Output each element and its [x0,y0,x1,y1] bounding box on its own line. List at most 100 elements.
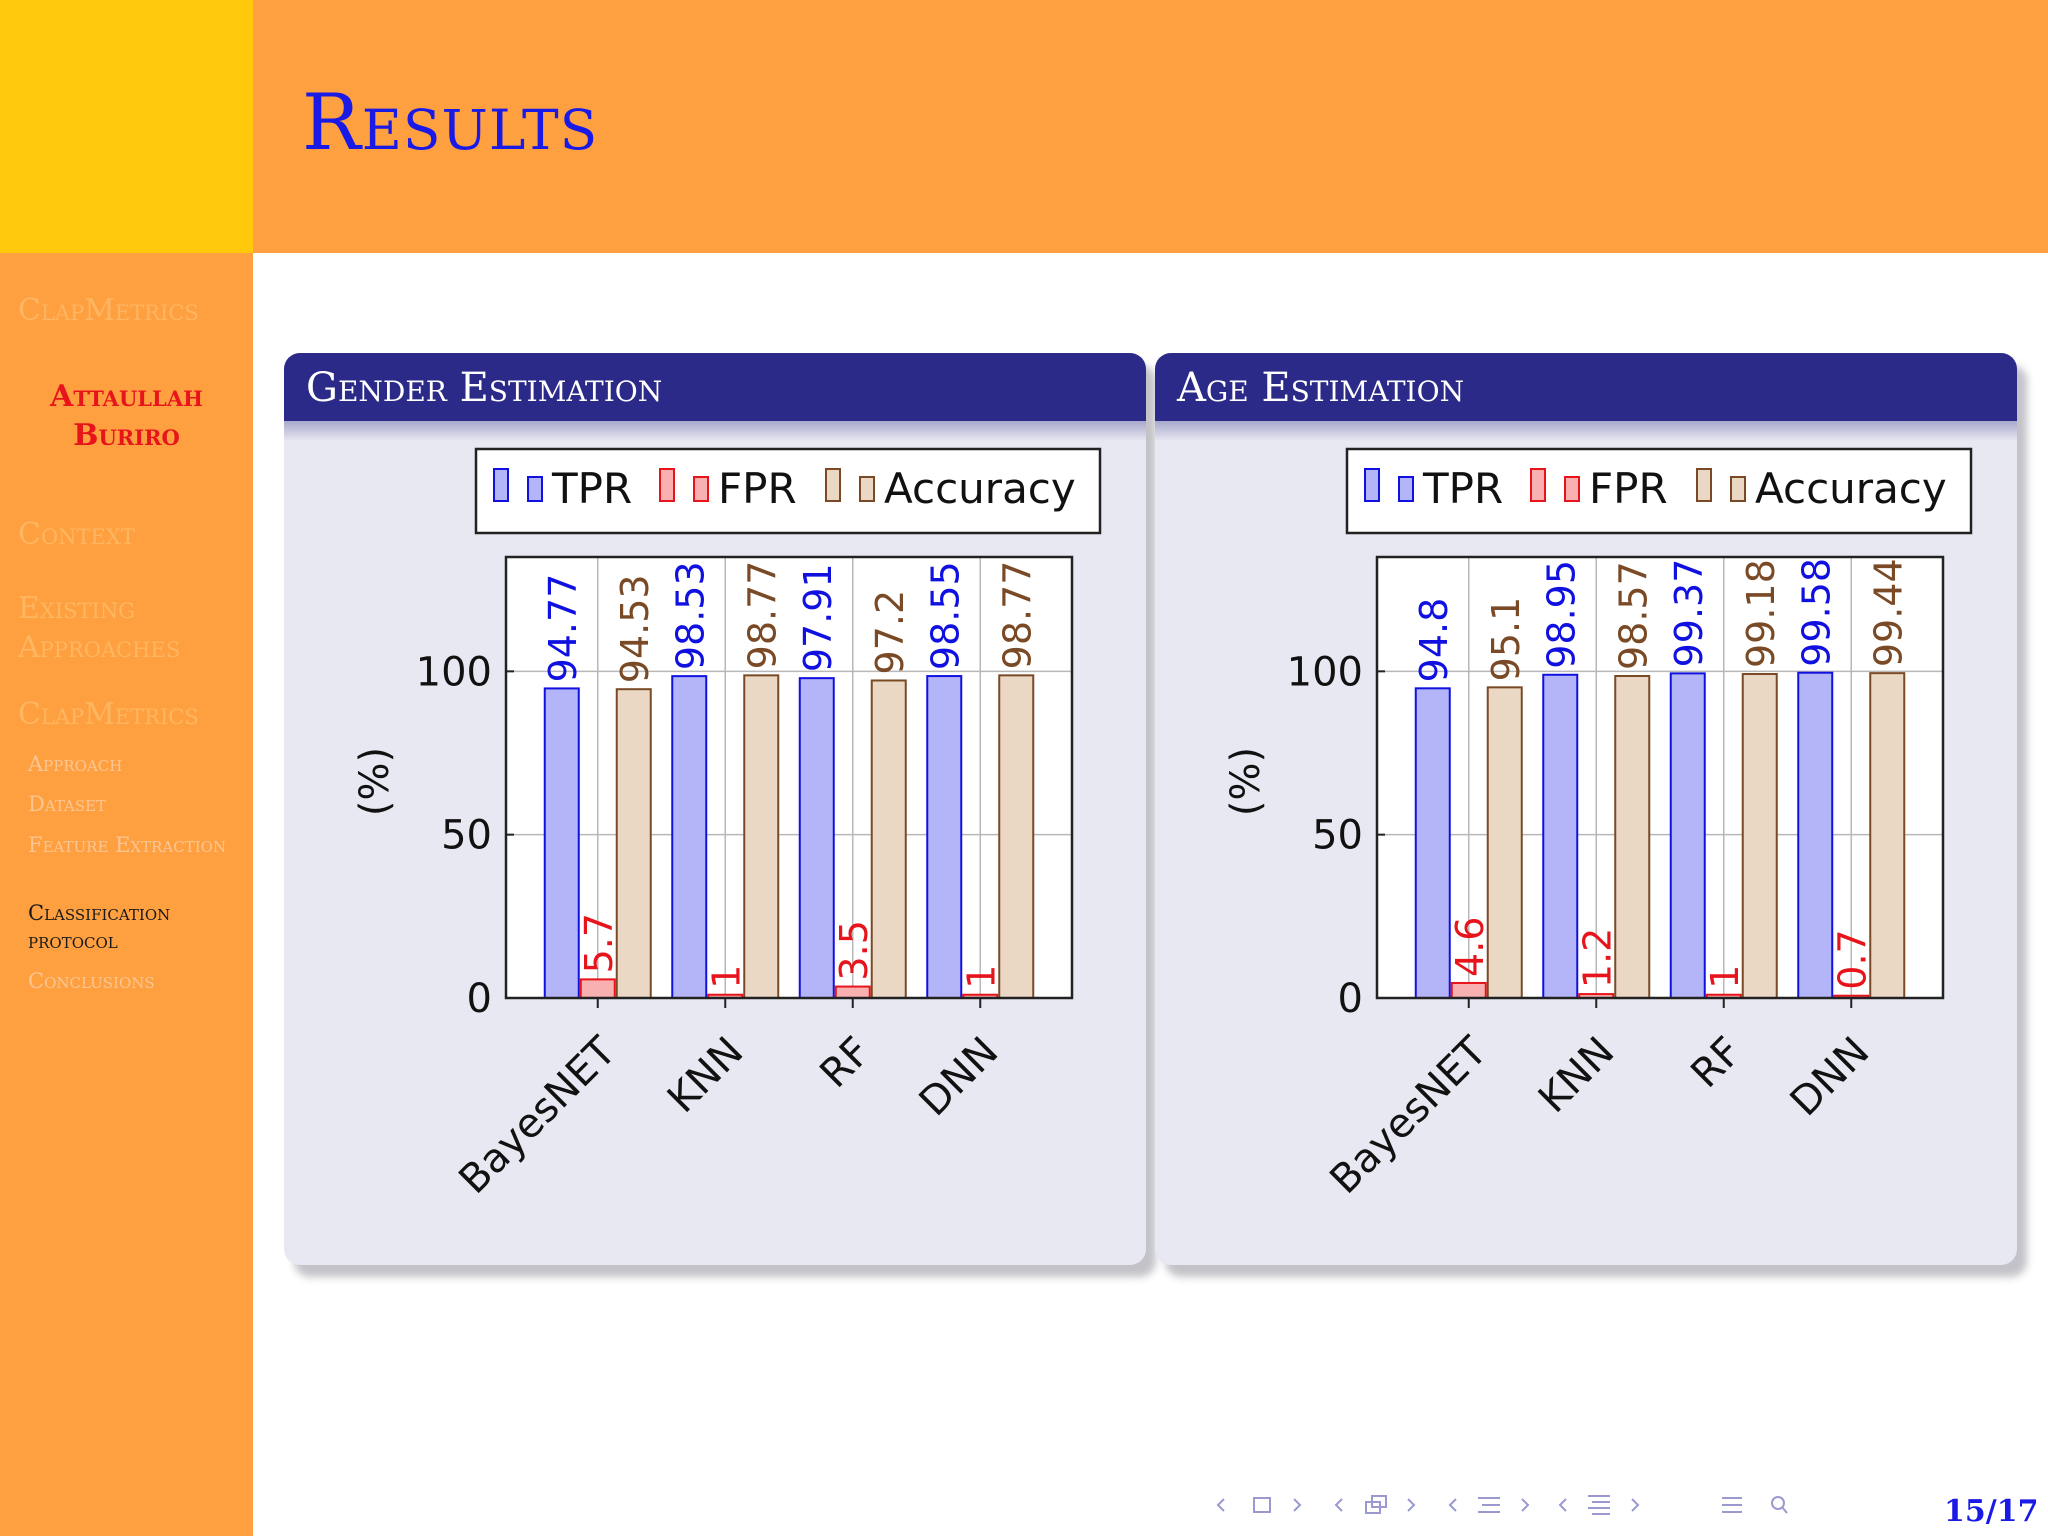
bar-accuracy [615,688,652,999]
sidebar-subitem-classification-protocol[interactable]: Classification protocol [28,901,171,953]
x-tick-label: KNN [659,1029,752,1122]
bar-tpr [543,687,580,999]
x-tick-label: RF [1682,1029,1750,1097]
block-body: Gender Estimation 0 50 100 (%) BayesNET 94.77… [284,353,1146,1265]
legend-swatch-accuracy [1730,476,1746,502]
sidebar-subitem-dataset[interactable]: Dataset [28,792,107,816]
block-body: Age Estimation 0 50 100 (%) BayesNET 94.8 4.6 9… [1155,353,2017,1265]
legend-swatch-accuracy [1696,468,1712,502]
y-tick-label: 50 [441,813,492,859]
page-title: Results [302,78,599,168]
block-header-shade [284,421,1146,441]
age-bar-chart: 0 50 100 (%) BayesNET 94.8 4.6 95.1 KNN 98.95 1.2 9… [1223,447,1973,1203]
legend-swatch-accuracy [825,468,841,502]
x-tick-label: KNN [1530,1029,1623,1122]
bar-fpr [579,978,616,1000]
plot-area [506,557,1072,998]
legend-swatch-tpr [1398,476,1414,502]
legend-label-accuracy: Accuracy [1755,464,1947,513]
data-label-fpr: 1 [959,965,1003,989]
data-label-accuracy: 99.18 [1739,559,1783,668]
plot-frame [504,555,1074,1000]
y-tick-label: 0 [1338,976,1363,1022]
bar-tpr [671,675,708,999]
data-label-fpr: 1.2 [1575,928,1619,988]
nav-menu-icon[interactable] [1722,1497,1742,1513]
nav-document-icon[interactable] [1558,1495,1640,1515]
legend-label-accuracy: Accuracy [884,464,1076,513]
x-tick-label: RF [811,1029,879,1097]
frame-header [253,0,2048,253]
logo-corner [0,0,253,253]
nav-subsection-icon[interactable] [1334,1495,1416,1514]
sidebar-item-context[interactable]: Context [18,517,135,552]
data-label-fpr: 1 [1703,965,1747,989]
data-label-fpr: 5.7 [577,913,621,973]
legend-label-fpr: FPR [1589,464,1668,513]
data-label-fpr: 1 [704,965,748,989]
bar-accuracy [1741,673,1778,999]
sidebar-item-clapmetrics[interactable]: ClapMetrics [18,697,199,732]
data-label-tpr: 98.53 [668,561,712,670]
legend-swatch-tpr [1364,468,1380,502]
legend-swatch-fpr [1530,468,1546,502]
block-title: Age Estimation [1177,365,1465,411]
sidebar-presentation-title[interactable]: ClapMetrics [18,293,199,328]
bar-accuracy [998,674,1035,999]
page-number: 15/17 [1944,1494,2039,1529]
sidebar-author: Attaullah Buriro [0,377,253,455]
data-label-tpr: 98.95 [1539,560,1583,669]
legend-box [474,447,1102,535]
block-header-shade [1155,421,2017,441]
legend-label-tpr: TPR [1422,464,1503,513]
bar-fpr [1450,981,1487,999]
bar-fpr [834,985,871,999]
sidebar-item-existing-approaches[interactable]: Existing Approaches [18,591,181,665]
x-tick-label: BayesNET [1321,1028,1496,1203]
nav-search-icon[interactable] [1771,1496,1788,1514]
nav-section-icon[interactable] [1448,1497,1530,1513]
y-tick-label: 50 [1312,813,1363,859]
block-title: Gender Estimation [306,365,663,411]
bar-tpr [1414,687,1451,999]
data-label-tpr: 94.77 [541,574,585,683]
bar-tpr [1669,672,1706,999]
legend-swatch-tpr [493,468,509,502]
bar-accuracy [1869,672,1906,999]
data-label-accuracy: 98.77 [740,561,784,670]
sidebar-subitem-feature-extraction[interactable]: Feature Extraction [28,833,227,857]
y-tick-label: 0 [467,976,492,1022]
sidebar-subitem-approach[interactable]: Approach [28,752,123,776]
data-label-accuracy: 99.44 [1866,558,1910,667]
plot-frame [1375,555,1945,1000]
chart-legend: TPR FPR Accuracy [1345,447,1973,535]
legend-box [1345,447,1973,535]
y-tick-label: 100 [1287,649,1363,695]
bar-tpr [926,675,963,999]
bar-tpr [798,677,835,999]
bar-accuracy [1486,686,1523,999]
data-label-fpr: 4.6 [1448,917,1492,977]
sidebar-subitem-conclusions[interactable]: Conclusions [28,969,155,993]
legend-label-fpr: FPR [718,464,797,513]
data-label-tpr: 99.37 [1667,559,1711,668]
author-first-name: Attaullah [50,379,203,414]
data-label-accuracy: 97.2 [868,590,912,675]
data-label-fpr: 3.5 [832,920,876,980]
y-tick-label: 100 [416,649,492,695]
data-label-tpr: 98.55 [923,561,967,670]
gender-estimation-block: Gender Estimation 0 50 100 (%) BayesNET 94.77… [284,353,1156,1277]
x-tick-label: DNN [1782,1029,1879,1126]
bar-tpr [1542,673,1579,999]
x-tick-label: DNN [911,1029,1008,1126]
gender-bar-chart: 0 50 100 (%) BayesNET 94.77 5.7 94.53 KNN 98.53 1 9… [352,447,1102,1203]
block-header [284,353,1146,421]
legend-swatch-accuracy [859,476,875,502]
data-label-tpr: 97.91 [796,563,840,672]
beamer-navigation-bar [1216,1495,1788,1515]
plot-area [1377,557,1943,998]
data-label-accuracy: 98.77 [995,561,1039,670]
bar-accuracy [1614,675,1651,999]
legend-swatch-fpr [659,468,675,502]
nav-frame-icon[interactable] [1216,1497,1302,1513]
